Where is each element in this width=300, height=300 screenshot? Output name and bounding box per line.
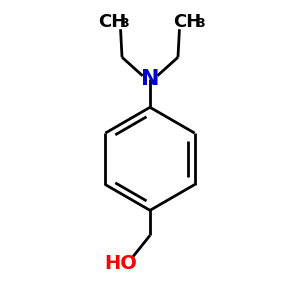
Text: HO: HO xyxy=(104,254,137,273)
Text: N: N xyxy=(141,69,159,89)
Text: CH: CH xyxy=(98,13,126,31)
Text: 3: 3 xyxy=(120,17,128,31)
Text: CH: CH xyxy=(174,13,202,31)
Text: 3: 3 xyxy=(196,17,204,31)
